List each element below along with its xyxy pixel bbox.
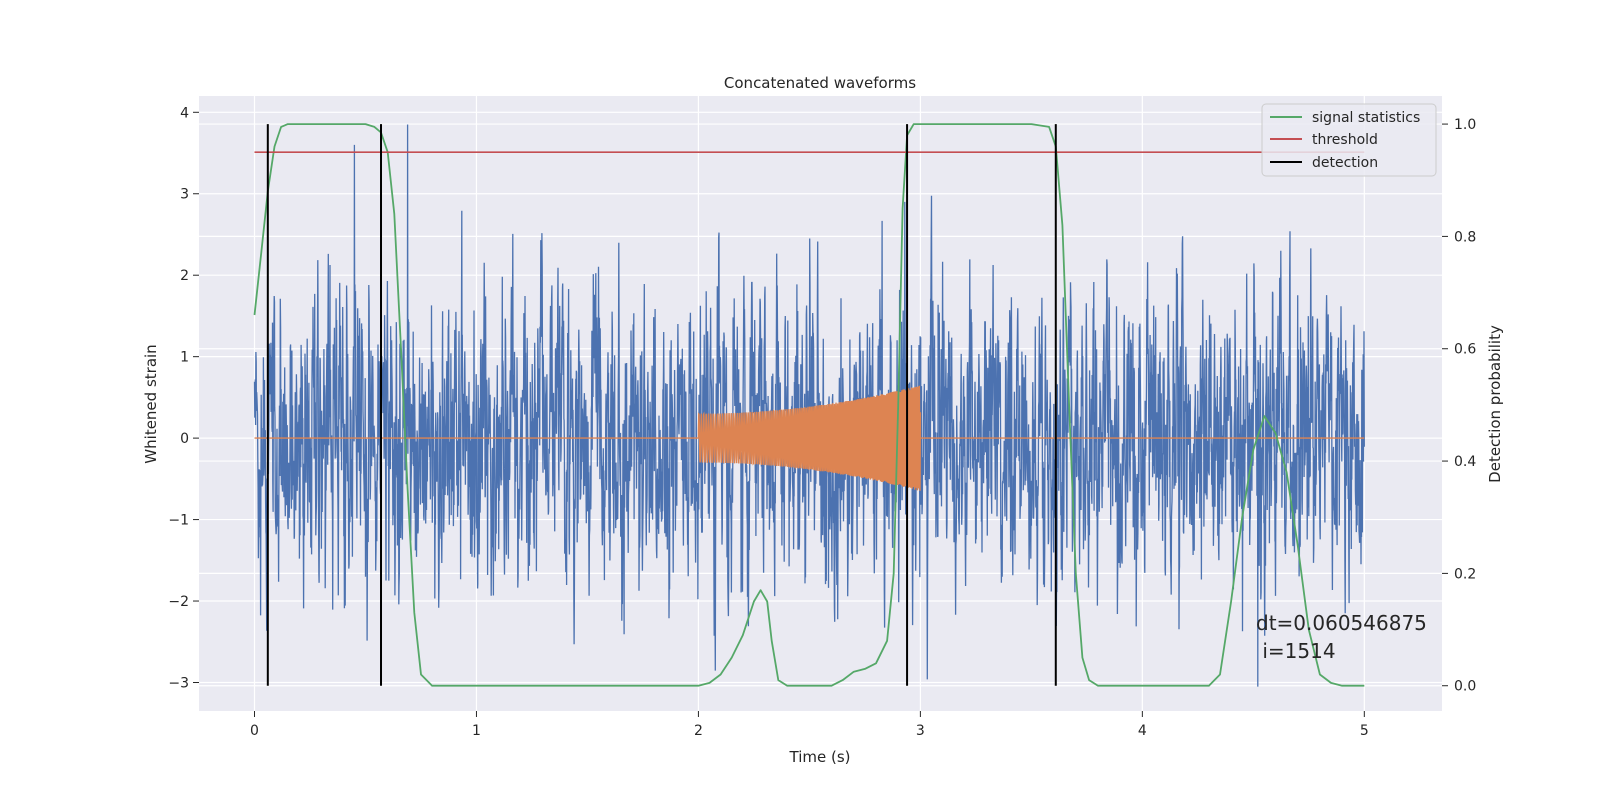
ticks: 0 1 2 3 4 5 −3 −2 −1 0 1 2 3 4 0.0 0.2 0.4 0.6 0.8 1.0 bbox=[168, 105, 1476, 739]
legend: signal statistics threshold detection bbox=[1261, 103, 1437, 177]
chart-title: Concatenated waveforms bbox=[724, 74, 916, 92]
y-tick-label: 3 bbox=[180, 187, 189, 203]
x-axis-label: Time (s) bbox=[789, 748, 851, 766]
y2-tick-label: 0.0 bbox=[1454, 679, 1476, 695]
x-tick-label: 4 bbox=[1138, 723, 1147, 739]
y-axis-label: Whitened strain bbox=[142, 344, 160, 463]
annotation-dt: dt=0.060546875 bbox=[1256, 611, 1427, 635]
y-tick-label: −3 bbox=[168, 675, 189, 691]
x-tick-label: 3 bbox=[916, 723, 925, 739]
series bbox=[253, 123, 1365, 687]
y-tick-label: 0 bbox=[180, 431, 189, 447]
y-tick-label: 4 bbox=[180, 105, 189, 121]
legend-entry-signal-statistics: signal statistics bbox=[1312, 110, 1420, 126]
y-tick-label: −1 bbox=[168, 513, 189, 529]
annotation-index: i=1514 bbox=[1256, 639, 1336, 663]
y2-tick-label: 0.8 bbox=[1454, 229, 1476, 245]
y-tick-label: 2 bbox=[180, 268, 189, 284]
x-tick-label: 5 bbox=[1360, 723, 1369, 739]
injection-line bbox=[254, 385, 1365, 491]
y2-tick-label: 1.0 bbox=[1454, 117, 1476, 133]
y-tick-label: 1 bbox=[180, 350, 189, 366]
y2-tick-label: 0.2 bbox=[1454, 566, 1476, 582]
x-tick-label: 2 bbox=[694, 723, 703, 739]
y2-tick-label: 0.4 bbox=[1454, 454, 1476, 470]
y2-axis-label: Detection probability bbox=[1486, 325, 1504, 483]
x-tick-label: 0 bbox=[250, 723, 259, 739]
legend-box bbox=[1261, 103, 1437, 177]
y-tick-label: −2 bbox=[168, 594, 189, 610]
legend-entry-detection: detection bbox=[1312, 155, 1378, 171]
y2-tick-label: 0.6 bbox=[1454, 342, 1476, 358]
legend-entry-threshold: threshold bbox=[1312, 132, 1378, 148]
x-tick-label: 1 bbox=[472, 723, 481, 739]
signal-statistics-line bbox=[253, 123, 1365, 687]
